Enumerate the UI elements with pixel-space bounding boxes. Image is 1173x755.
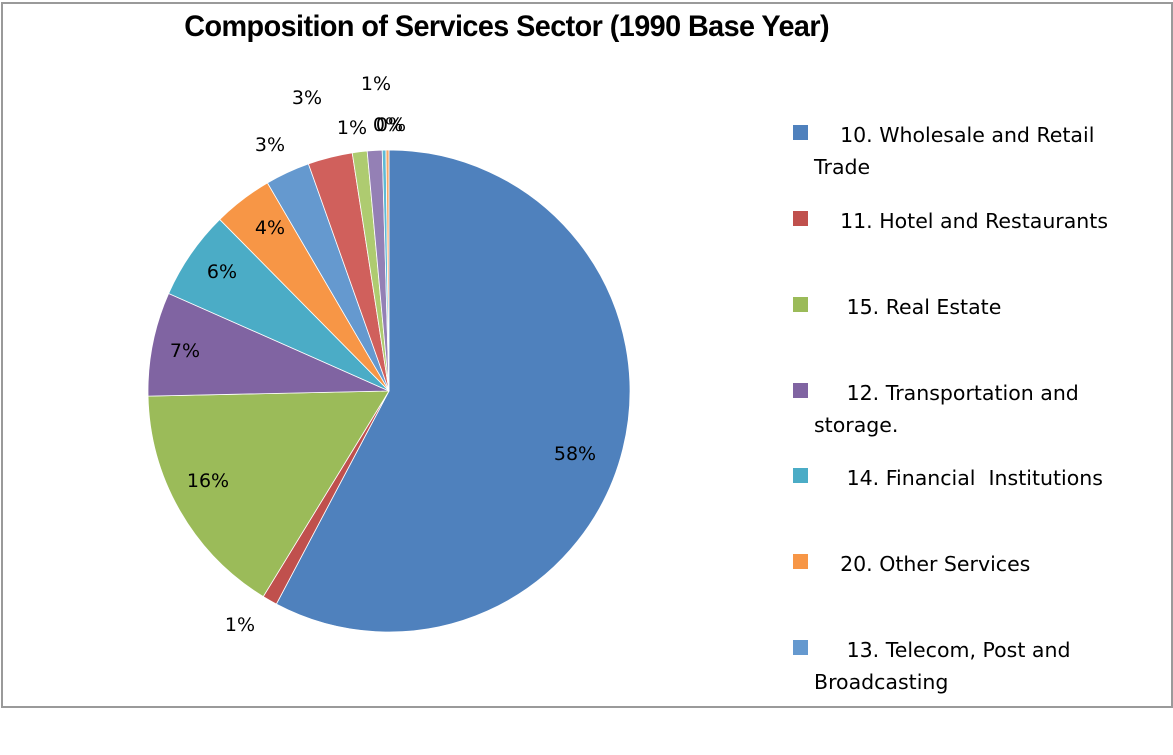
slice-label: 16% [187, 470, 229, 492]
legend-label: 13. Telecom, Post and Broadcasting [814, 638, 1077, 694]
slice-label: 3% [292, 87, 322, 109]
slice-label: 0% [376, 114, 406, 136]
legend-swatch [793, 383, 808, 398]
pie-slice [147, 390, 390, 598]
pie-slice [275, 149, 631, 633]
slice-label: 7% [170, 340, 200, 362]
legend-swatch [793, 125, 808, 140]
legend-swatch [793, 468, 808, 483]
slice-label: 0% [373, 114, 403, 136]
legend-label: 11. Hotel and Restaurants [814, 209, 1109, 233]
slice-label: 4% [255, 217, 285, 239]
slice-label: 58% [554, 443, 596, 465]
legend-label: 14. Financial Institutions [814, 466, 1103, 490]
legend-label: 15. Real Estate [814, 295, 1002, 319]
slice-label: 1% [337, 117, 367, 139]
legend-swatch [793, 211, 808, 226]
legend-swatch [793, 297, 808, 312]
slice-label: 3% [255, 134, 285, 156]
pie-slice [147, 292, 390, 397]
pie-slice [385, 149, 390, 392]
slice-label: 6% [207, 261, 237, 283]
chart-title: Composition of Services Sector (1990 Bas… [184, 10, 829, 43]
legend-swatch [793, 640, 808, 655]
legend-label: 12. Transportation and storage. [814, 381, 1086, 437]
slice-label: 1% [225, 614, 255, 636]
legend-label: 20. Other Services [814, 552, 1031, 576]
legend-label: 10. Wholesale and Retail Trade [814, 123, 1101, 179]
legend-swatch [793, 554, 808, 569]
slice-label: 1% [361, 73, 391, 95]
